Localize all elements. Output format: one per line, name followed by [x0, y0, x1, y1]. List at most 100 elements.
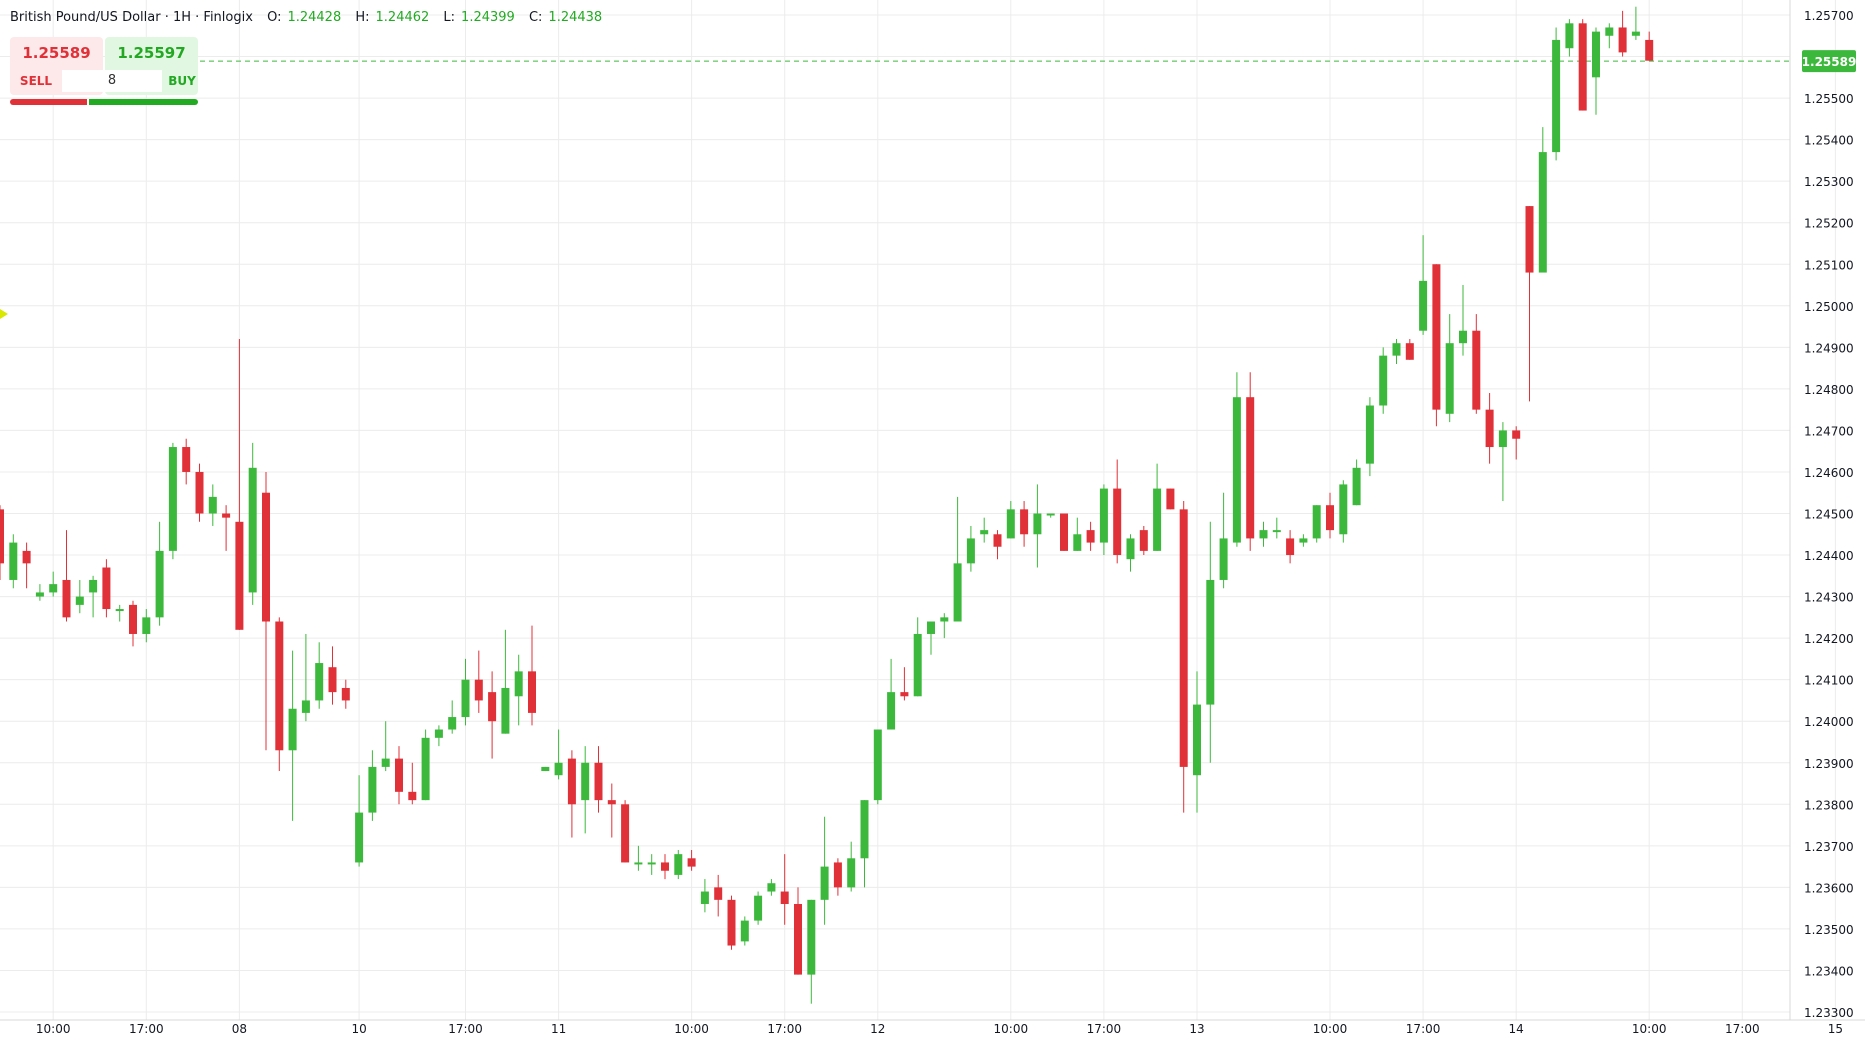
candle-body: [195, 471, 204, 514]
candle-up: [700, 879, 709, 913]
candle-body: [1339, 484, 1348, 535]
candle-body: [1033, 513, 1042, 535]
candle-body: [820, 866, 829, 900]
candle-down: [341, 679, 350, 709]
sell-button[interactable]: SELL: [19, 74, 53, 88]
time-tick-label: 08: [232, 1022, 247, 1036]
candle-up: [820, 816, 829, 925]
marker-icon[interactable]: [0, 309, 8, 319]
candle-body: [767, 883, 776, 892]
candle-body: [341, 687, 350, 701]
time-tick-label: 13: [1189, 1022, 1204, 1036]
candle-down: [1525, 206, 1534, 402]
candle-down: [594, 746, 603, 813]
symbol-legend: British Pound/US Dollar · 1H · Finlogix …: [10, 10, 602, 25]
time-tick-label: 17:00: [767, 1022, 802, 1036]
time-tick-label: 17:00: [1087, 1022, 1122, 1036]
candle-down: [408, 762, 417, 805]
candle-up: [1046, 513, 1055, 518]
candle-body: [780, 891, 789, 904]
high-label: H:: [355, 10, 370, 25]
candle-body: [488, 692, 497, 722]
price-tick-label: 1.25500: [1804, 92, 1854, 106]
candle-up: [966, 525, 975, 572]
candle-down: [488, 671, 497, 759]
price-axis: 1.257001.256001.255001.254001.253001.252…: [1789, 0, 1857, 1020]
time-tick-label: 17:00: [129, 1022, 164, 1036]
buy-button[interactable]: BUY: [168, 74, 196, 88]
candle-up: [448, 700, 457, 734]
candles-layer: [0, 6, 1654, 1004]
candle-up: [847, 841, 856, 892]
time-tick-label: 10:00: [994, 1022, 1029, 1036]
current-price-label: 1.25589: [1802, 55, 1857, 69]
candle-up: [554, 729, 563, 780]
price-tick-label: 1.24400: [1804, 549, 1854, 563]
candle-body: [142, 617, 151, 634]
price-tick-label: 1.24000: [1804, 715, 1854, 729]
candle-body: [1525, 206, 1534, 273]
candle-body: [1153, 488, 1162, 551]
candle-body: [1538, 152, 1547, 273]
candle-body: [62, 579, 71, 618]
price-tick-label: 1.25700: [1804, 9, 1854, 23]
candle-up: [168, 442, 177, 560]
candle-body: [0, 509, 4, 564]
price-tick-label: 1.24200: [1804, 632, 1854, 646]
candle-up: [1099, 484, 1108, 556]
candle-down: [275, 617, 284, 772]
candle-body: [1565, 23, 1574, 49]
candle-body: [900, 692, 909, 697]
price-tick-label: 1.25200: [1804, 217, 1854, 231]
candle-body: [301, 700, 310, 713]
price-tick-label: 1.24600: [1804, 466, 1854, 480]
candle-body: [381, 758, 390, 767]
quantity-field[interactable]: 8: [62, 70, 162, 92]
candle-down: [1020, 501, 1029, 547]
candle-up: [1419, 235, 1428, 335]
candle-up: [1272, 517, 1281, 539]
candle-up: [1498, 422, 1507, 502]
candle-body: [714, 887, 723, 900]
candle-up: [860, 800, 869, 888]
low-label: L:: [443, 10, 456, 25]
candle-body: [1006, 509, 1015, 539]
high-value: 1.24462: [375, 10, 430, 25]
candle-up: [1126, 534, 1135, 572]
candle-down: [1405, 339, 1414, 360]
price-tick-label: 1.24300: [1804, 591, 1854, 605]
candle-body: [1352, 467, 1361, 506]
candle-down: [1645, 31, 1654, 61]
candle-body: [1459, 330, 1467, 344]
candle-up: [913, 617, 922, 697]
buy-price[interactable]: 1.25597: [117, 44, 186, 62]
grid-layer: [0, 0, 1836, 1020]
sell-price[interactable]: 1.25589: [22, 44, 91, 62]
time-tick-label: 17:00: [1725, 1022, 1760, 1036]
candle-up: [1352, 459, 1361, 506]
candle-up: [887, 658, 896, 730]
candle-down: [1246, 372, 1255, 551]
time-axis: 10:00 17:00 08 10 17:00 11 10:00 17:00 12 10:00 17…: [0, 1019, 1865, 1036]
candle-body: [129, 604, 137, 634]
candle-up: [1631, 6, 1640, 40]
candle-body: [22, 550, 31, 564]
candle-body: [1645, 39, 1654, 61]
price-tick-label: 1.24500: [1804, 508, 1854, 522]
candle-body: [75, 596, 84, 605]
candle-body: [155, 550, 164, 618]
candle-body: [634, 862, 643, 865]
candle-body: [833, 862, 842, 888]
candle-down: [1113, 459, 1122, 564]
candle-body: [434, 729, 443, 738]
candle-down: [1618, 10, 1627, 57]
candle-body: [1432, 264, 1441, 410]
candle-body: [1512, 430, 1521, 439]
candle-body: [1113, 488, 1122, 556]
candle-up: [953, 496, 962, 622]
candle-body: [541, 766, 550, 772]
candle-body: [873, 729, 882, 801]
candle-up: [740, 916, 749, 946]
